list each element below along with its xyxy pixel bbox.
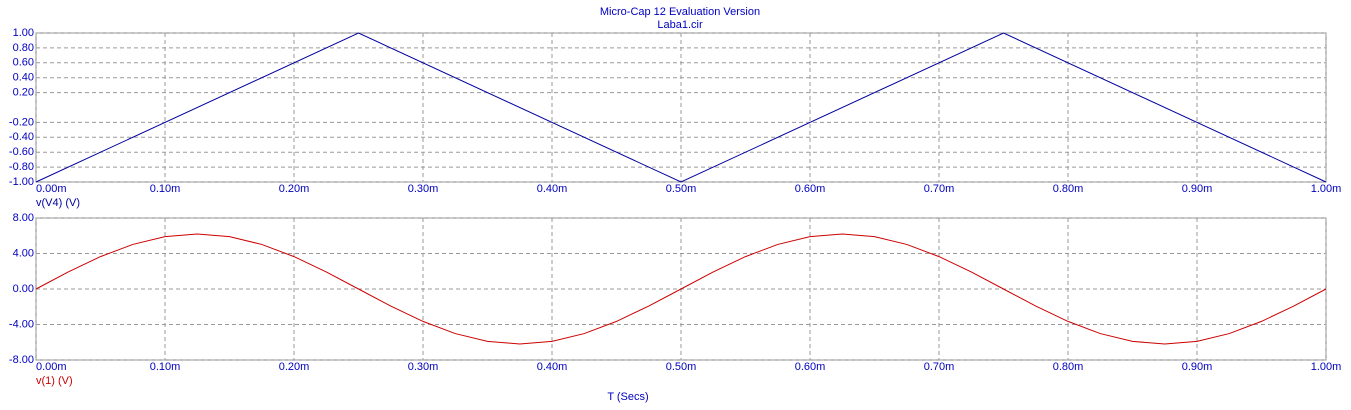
y-tick-label: -0.40 <box>9 131 34 143</box>
x-tick-label: 0.30m <box>408 361 439 373</box>
series-line <box>35 233 1327 345</box>
x-tick-label: 0.20m <box>279 361 310 373</box>
x-tick-label: 0.50m <box>666 183 697 195</box>
y-tick-label: 1.00 <box>13 27 34 39</box>
x-tick-label: 0.70m <box>924 361 955 373</box>
x-axis-label: T (Secs) <box>607 391 648 403</box>
x-tick-label: 0.10m <box>150 361 181 373</box>
series-line <box>35 32 1327 183</box>
x-tick-label: 0.10m <box>150 183 181 195</box>
y-tick-label: -1.00 <box>9 176 34 188</box>
y-tick-label: -4.00 <box>9 318 34 330</box>
x-tick-label: 1.00m <box>1311 183 1342 195</box>
x-tick-label: 0.80m <box>1053 361 1084 373</box>
x-tick-label: 1.00m <box>1311 361 1342 373</box>
x-tick-label: 0.90m <box>1182 183 1213 195</box>
x-tick-label: 0.40m <box>537 361 568 373</box>
x-tick-label: 0.80m <box>1053 183 1084 195</box>
x-tick-label: 0.00m <box>36 183 67 195</box>
x-tick-label: 0.60m <box>795 183 826 195</box>
y-tick-label: 0.60 <box>13 57 34 69</box>
y-tick-label: 8.00 <box>13 212 34 224</box>
y-tick-label: -0.60 <box>9 146 34 158</box>
x-tick-label: 0.30m <box>408 183 439 195</box>
y-tick-label: 0.80 <box>13 42 34 54</box>
y-tick-label: 0.40 <box>13 72 34 84</box>
y-tick-label: 0.20 <box>13 87 34 99</box>
x-tick-label: 0.60m <box>795 361 826 373</box>
x-tick-label: 0.50m <box>666 361 697 373</box>
y-tick-label: 4.00 <box>13 247 34 259</box>
file-name: Laba1.cir <box>657 19 703 31</box>
y-tick-label: -0.80 <box>9 161 34 173</box>
x-tick-label: 0.00m <box>36 361 67 373</box>
series-label: v(V4) (V) <box>36 197 80 209</box>
x-tick-label: 0.90m <box>1182 361 1213 373</box>
x-tick-label: 0.20m <box>279 183 310 195</box>
y-tick-label: 0.00 <box>13 283 34 295</box>
y-tick-label: -0.20 <box>9 116 34 128</box>
x-tick-label: 0.40m <box>537 183 568 195</box>
x-tick-label: 0.70m <box>924 183 955 195</box>
series-label: v(1) (V) <box>36 375 73 387</box>
y-tick-label: -8.00 <box>9 354 34 366</box>
window-title: Micro-Cap 12 Evaluation Version <box>600 6 760 18</box>
